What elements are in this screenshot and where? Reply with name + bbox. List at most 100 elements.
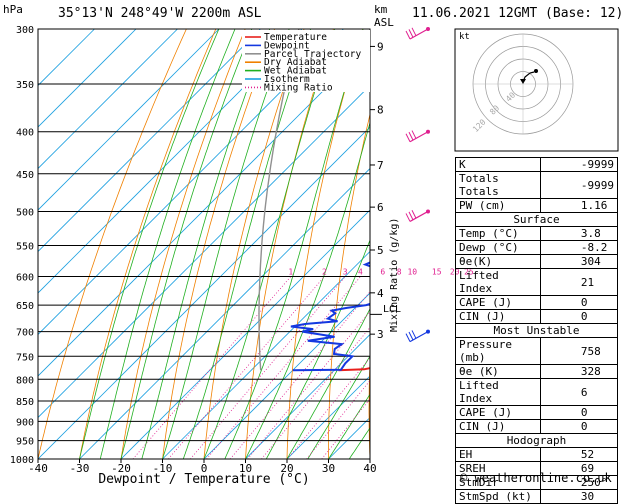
table-row: CIN (J)0: [456, 310, 618, 324]
mixing-ratio-line: [248, 277, 400, 459]
table-row: θe (K)328: [456, 365, 618, 379]
mixing-ratio-line: [190, 277, 345, 459]
hodo-value: 250°: [540, 476, 617, 490]
mixing-ratio-label: 1: [288, 268, 293, 277]
surface-label: θe(K): [456, 255, 541, 269]
hodograph-storm-marker: [534, 69, 538, 73]
wind-barb-flag: [412, 131, 416, 139]
pressure-tick-label: 500: [16, 207, 34, 218]
legend-label: Mixing Ratio: [264, 82, 333, 93]
pressure-tick-label: 400: [16, 128, 34, 139]
table-row: CIN (J)0: [456, 420, 618, 434]
surface-value: 3.8: [540, 227, 617, 241]
wind-barb-flag: [409, 212, 413, 220]
mu-label: Lifted Index: [456, 379, 541, 406]
height-tick-label: 5: [377, 244, 384, 257]
dry-adiabat-line: [163, 29, 275, 459]
table-row: Dewp (°C)-8.2: [456, 241, 618, 255]
wet-adiabat-line: [183, 29, 310, 459]
wet-adiabat-line: [100, 29, 235, 459]
surface-value: 0: [540, 310, 617, 324]
mu-label: θe (K): [456, 365, 541, 379]
wind-barb-flag: [409, 29, 413, 37]
table-row: Temp (°C)3.8: [456, 227, 618, 241]
mixing-ratio-line: [288, 277, 437, 459]
mixing-ratio-label: 3: [343, 268, 348, 277]
mixing-ratio-label: 2: [322, 268, 327, 277]
table-row: K-9999: [456, 158, 618, 172]
isotherm-line: [80, 29, 510, 459]
pw-label: PW (cm): [456, 199, 541, 213]
surface-label: Dewp (°C): [456, 241, 541, 255]
temp-tick-label: 30: [322, 462, 335, 475]
hodo-value: 52: [540, 448, 617, 462]
mixing-ratio-line: [168, 277, 324, 459]
wind-barb-flag: [409, 332, 413, 340]
temp-tick-label: 40: [363, 462, 376, 475]
wet-adiabat-line: [121, 29, 252, 459]
wind-barb-flag: [406, 213, 410, 221]
surface-value: 21: [540, 269, 617, 296]
wind-barb-flag: [406, 134, 410, 142]
wind-barb-flag: [412, 28, 416, 36]
pressure-tick-label: 450: [16, 170, 34, 181]
table-row: Totals Totals-9999: [456, 172, 618, 199]
table-row: Pressure (mb)758: [456, 338, 618, 365]
wind-barb-flag: [412, 330, 416, 338]
mixing-ratio-line: [133, 277, 291, 459]
table-row: θe(K)304: [456, 255, 618, 269]
hodograph-title: Hodograph: [456, 434, 618, 448]
wind-barb-dot: [426, 27, 430, 31]
pressure-tick-label: 650: [16, 301, 34, 312]
height-tick-label: 4: [377, 287, 384, 300]
mu-label: CAPE (J): [456, 406, 541, 420]
surface-label: Temp (°C): [456, 227, 541, 241]
table-row: PW (cm)1.16: [456, 199, 618, 213]
surface-value: 304: [540, 255, 617, 269]
wind-barb-flag: [409, 132, 413, 140]
wind-barb-flag: [412, 210, 416, 218]
mixing-ratio-label: 4: [358, 268, 363, 277]
x-axis-label: Dewpoint / Temperature (°C): [98, 472, 309, 486]
temp-tick-label: -30: [70, 462, 90, 475]
hodo-label: StmDir: [456, 476, 541, 490]
surface-label: Lifted Index: [456, 269, 541, 296]
indices-table: K-9999 Totals Totals-9999 PW (cm)1.16 Su…: [455, 157, 618, 504]
isotherm-line: [0, 29, 95, 459]
wind-barb-dot: [426, 130, 430, 134]
height-tick-label: 8: [377, 104, 384, 117]
table-row: Surface: [456, 213, 618, 227]
mu-label: CIN (J): [456, 420, 541, 434]
mu-label: Pressure (mb): [456, 338, 541, 365]
isotherm-line: [38, 29, 468, 459]
pressure-tick-label: 300: [16, 25, 34, 36]
wind-barb-flag: [406, 334, 410, 342]
mixing-ratio-label: 10: [407, 268, 417, 277]
k-value: -9999: [540, 158, 617, 172]
mu-value: 0: [540, 420, 617, 434]
hodo-label: EH: [456, 448, 541, 462]
hodograph-unit-label: kt: [459, 32, 470, 42]
dry-adiabat-line: [621, 29, 629, 459]
surface-title: Surface: [456, 213, 618, 227]
table-row: CAPE (J)0: [456, 296, 618, 310]
temp-tick-label: -40: [28, 462, 48, 475]
most-unstable-title: Most Unstable: [456, 324, 618, 338]
height-tick-label: 9: [377, 40, 384, 53]
hodo-value: 69: [540, 462, 617, 476]
mixing-ratio-line: [230, 277, 383, 459]
table-row: Most Unstable: [456, 324, 618, 338]
mixing-ratio-label: 6: [380, 268, 385, 277]
mixing-ratio-axis-label: Mixing Ratio (g/kg): [389, 218, 400, 332]
totals-label: Totals Totals: [456, 172, 541, 199]
wind-barb-dot: [426, 330, 430, 334]
pressure-tick-label: 900: [16, 417, 34, 428]
surface-value: 0: [540, 296, 617, 310]
totals-value: -9999: [540, 172, 617, 199]
hodo-value: 30: [540, 490, 617, 504]
